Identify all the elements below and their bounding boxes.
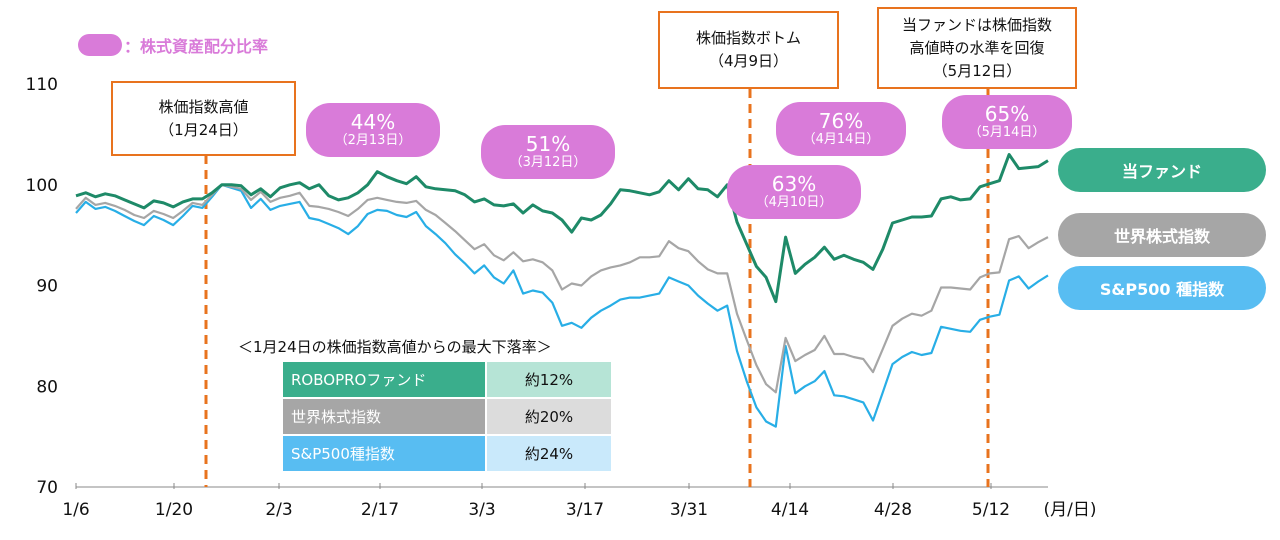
allocation-bubble-date: （3月12日） [509, 155, 587, 170]
drawdown-value-cell: 約20% [487, 399, 611, 434]
drawdown-table-title: ＜1月24日の株価指数高値からの最大下落率＞ [238, 338, 552, 356]
table-row: S&P500種指数 約24% [283, 436, 611, 471]
x-tick-label: 1/6 [62, 500, 89, 520]
allocation-legend-text: ：株式資産配分比率 [124, 37, 269, 56]
series-line [75, 183, 1049, 428]
x-tick-label: 1/20 [155, 500, 193, 520]
allocation-bubble-date: （4月14日） [802, 132, 880, 147]
allocation-bubble: 44% （2月13日） [306, 103, 440, 157]
drawdown-table: ROBOPROファンド 約12% 世界株式指数 約20% S&P500種指数 約… [281, 360, 613, 473]
allocation-bubble-pct: 63% [771, 172, 817, 196]
drawdown-name-cell: 世界株式指数 [283, 399, 485, 434]
drawdown-value-cell: 約24% [487, 436, 611, 471]
allocation-bubble: 51% （3月12日） [481, 125, 615, 179]
event-label-line: （5月12日） [932, 61, 1022, 80]
x-tick-label: 3/31 [670, 500, 708, 520]
allocation-legend: ：株式資産配分比率 [78, 33, 268, 57]
y-tick-label: 100 [26, 176, 58, 196]
y-tick-label: 90 [36, 277, 58, 297]
series-line [75, 183, 1049, 394]
event-label-line: （1月24日） [159, 120, 248, 139]
legend-label: 当ファンド [1121, 162, 1202, 181]
event-label-line: 株価指数ボトム [695, 29, 801, 47]
legend-item-fund: 当ファンド [1058, 148, 1266, 192]
x-tick-label: 2/17 [361, 500, 399, 520]
allocation-bubble: 63% （4月10日） [727, 165, 861, 219]
event-label-line: 株価指数高値 [158, 97, 249, 116]
allocation-bubble: 76% （4月14日） [776, 102, 906, 156]
table-row: 世界株式指数 約20% [283, 399, 611, 434]
x-unit-label: (月/日) [1044, 500, 1097, 520]
series-line [75, 153, 1049, 304]
x-tick-label: 4/28 [874, 500, 912, 520]
chart-axes: 70 80 90 100 110 1/6 1/20 2/3 2/17 3/3 3/17 3/31 4/1… [26, 75, 1097, 520]
allocation-bubble-pct: 51% [525, 132, 571, 156]
table-row: ROBOPROファンド 約12% [283, 362, 611, 397]
drawdown-value-cell: 約12% [487, 362, 611, 397]
event-label-peak: 株価指数高値 （1月24日） [111, 81, 296, 156]
y-tick-label: 110 [26, 75, 58, 95]
x-tick-label: 3/3 [468, 500, 495, 520]
allocation-bubble-date: （4月10日） [755, 195, 833, 210]
event-label-line: 当ファンドは株価指数 [901, 15, 1052, 34]
event-label-line: （4月9日） [708, 52, 789, 70]
event-label-bottom: 株価指数ボトム （4月9日） [658, 11, 839, 89]
x-tick-label: 5/12 [972, 500, 1010, 520]
drawdown-name-cell: S&P500種指数 [283, 436, 485, 471]
allocation-bubble-pct: 76% [818, 109, 864, 133]
x-tick-label: 2/3 [265, 500, 292, 520]
event-label-recovery: 当ファンドは株価指数 高値時の水準を回復 （5月12日） [877, 7, 1077, 89]
legend-label: S&P500 種指数 [1099, 280, 1225, 299]
allocation-bubble-date: （2月13日） [334, 133, 412, 148]
x-tick-label: 4/14 [771, 500, 809, 520]
x-tick-label: 3/17 [566, 500, 604, 520]
y-tick-label: 80 [36, 377, 58, 397]
legend-item-world-index: 世界株式指数 [1058, 213, 1266, 257]
allocation-bubble-pct: 65% [984, 102, 1030, 126]
legend-item-sp500: S&P500 種指数 [1058, 266, 1266, 310]
allocation-bubble-date: （5月14日） [968, 125, 1046, 140]
chart-series [75, 153, 1049, 428]
allocation-legend-swatch [78, 34, 122, 56]
allocation-bubble: 65% （5月14日） [942, 95, 1072, 149]
y-tick-label: 70 [36, 478, 58, 498]
allocation-bubble-pct: 44% [350, 110, 396, 134]
legend-label: 世界株式指数 [1113, 227, 1210, 246]
event-label-line: 高値時の水準を回復 [909, 38, 1045, 57]
drawdown-name-cell: ROBOPROファンド [283, 362, 485, 397]
